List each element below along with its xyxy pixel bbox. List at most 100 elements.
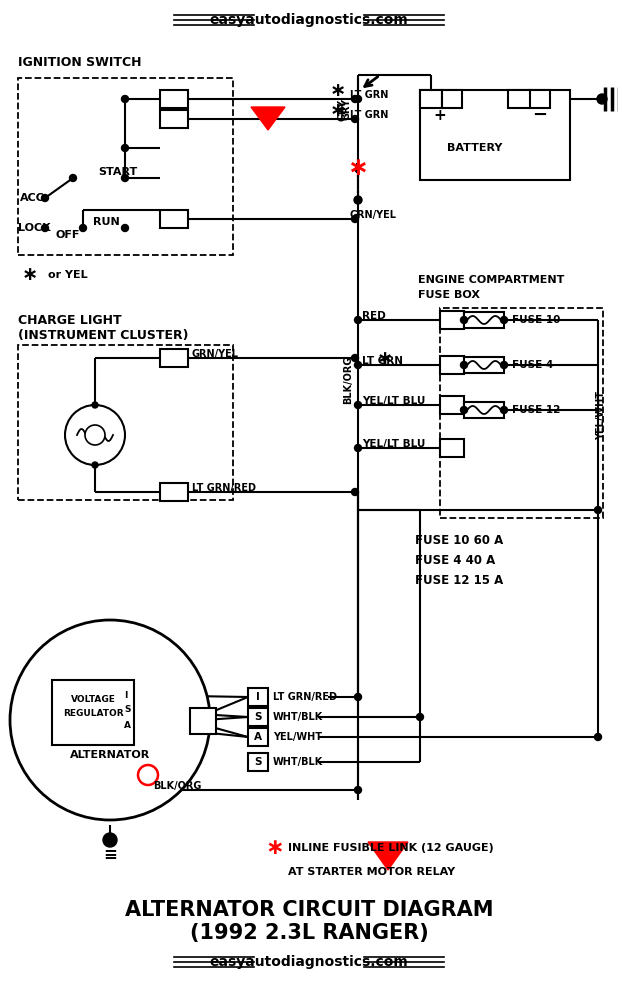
Text: FUSE BOX: FUSE BOX: [418, 290, 480, 300]
Text: +: +: [434, 107, 446, 122]
Bar: [440, 356, 464, 374]
Text: LT GRN/RED: LT GRN/RED: [192, 483, 256, 493]
Text: GRN/YEL: GRN/YEL: [192, 349, 239, 359]
Circle shape: [80, 225, 87, 232]
Bar: [160, 210, 188, 228]
Circle shape: [41, 194, 48, 202]
Bar: [190, 708, 216, 734]
Circle shape: [122, 174, 129, 182]
Text: IGNITION SWITCH: IGNITION SWITCH: [18, 55, 142, 68]
Circle shape: [65, 405, 125, 465]
Circle shape: [92, 402, 98, 408]
Polygon shape: [251, 107, 285, 130]
Text: INLINE FUSIBLE LINK (12 GAUGE): INLINE FUSIBLE LINK (12 GAUGE): [288, 843, 494, 853]
Text: GRY: GRY: [337, 99, 347, 121]
Text: LT GRN: LT GRN: [350, 90, 388, 100]
Bar: [420, 90, 570, 180]
Text: WHT/BLK: WHT/BLK: [273, 757, 323, 767]
Bar: [440, 311, 464, 329]
Text: BLK/ORG: BLK/ORG: [343, 356, 353, 404]
Circle shape: [501, 406, 507, 414]
Circle shape: [355, 96, 362, 103]
Bar: [18, 78, 233, 255]
Text: RED: RED: [362, 311, 386, 321]
Text: FUSE 10: FUSE 10: [512, 315, 561, 325]
Bar: [160, 349, 188, 367]
Text: YEL/LT BLU: YEL/LT BLU: [362, 439, 425, 449]
Text: LOCK: LOCK: [18, 223, 51, 233]
Bar: [440, 439, 464, 457]
Text: ≡: ≡: [103, 846, 117, 864]
Text: BATTERY: BATTERY: [447, 143, 502, 153]
Circle shape: [352, 115, 358, 122]
Text: ∗: ∗: [330, 82, 346, 101]
Circle shape: [417, 714, 423, 720]
Circle shape: [501, 361, 507, 368]
Text: RUN: RUN: [93, 217, 120, 227]
Text: ∗: ∗: [330, 102, 346, 120]
Circle shape: [460, 316, 467, 324]
Text: GRN/YEL: GRN/YEL: [350, 210, 397, 220]
Text: ∗: ∗: [22, 265, 38, 284]
Bar: [18, 345, 233, 500]
Bar: [52, 680, 134, 745]
Circle shape: [460, 361, 467, 368]
Circle shape: [122, 144, 129, 151]
Circle shape: [10, 620, 210, 820]
Bar: [160, 483, 188, 501]
Circle shape: [122, 225, 129, 232]
Text: YEL/LT BLU: YEL/LT BLU: [362, 396, 425, 406]
Bar: [160, 110, 188, 128]
Circle shape: [103, 833, 117, 847]
Circle shape: [122, 96, 129, 103]
Text: ALTERNATOR: ALTERNATOR: [70, 750, 150, 760]
Text: ∗: ∗: [347, 156, 368, 180]
Bar: [248, 753, 268, 771]
Circle shape: [355, 694, 362, 700]
Text: I: I: [256, 692, 260, 702]
Text: (1992 2.3L RANGER): (1992 2.3L RANGER): [190, 923, 428, 943]
Bar: [508, 90, 530, 108]
Bar: [464, 312, 504, 328]
Text: YEL/WHT: YEL/WHT: [596, 390, 606, 440]
Text: REGULATOR: REGULATOR: [62, 708, 124, 718]
Circle shape: [355, 361, 362, 368]
Text: S: S: [124, 706, 130, 714]
Circle shape: [460, 406, 467, 414]
Bar: [248, 688, 268, 706]
Text: LT GRN/RED: LT GRN/RED: [273, 692, 337, 702]
Circle shape: [501, 316, 507, 324]
Text: A: A: [124, 720, 131, 730]
Bar: [442, 90, 462, 108]
Text: A: A: [254, 732, 262, 742]
Text: (INSTRUMENT CLUSTER): (INSTRUMENT CLUSTER): [18, 330, 188, 342]
Text: FUSE 10 60 A: FUSE 10 60 A: [415, 534, 503, 546]
Bar: [528, 90, 550, 108]
Text: LT GRN: LT GRN: [362, 356, 403, 366]
Text: FUSE 4: FUSE 4: [512, 360, 553, 370]
Circle shape: [69, 174, 77, 182]
Text: START: START: [98, 167, 137, 177]
Circle shape: [355, 401, 362, 408]
Text: −: −: [533, 106, 548, 124]
Text: YEL/WHT: YEL/WHT: [273, 732, 322, 742]
Text: S: S: [254, 712, 262, 722]
Text: CHARGE LIGHT: CHARGE LIGHT: [18, 314, 122, 326]
Bar: [248, 708, 268, 726]
Circle shape: [85, 425, 105, 445]
Text: or YEL: or YEL: [48, 270, 88, 280]
Circle shape: [352, 488, 358, 495]
Text: easyautodiagnostics.com: easyautodiagnostics.com: [210, 955, 408, 969]
Text: I: I: [124, 690, 127, 700]
Text: LT GRN: LT GRN: [350, 110, 388, 120]
Circle shape: [355, 444, 362, 452]
Bar: [464, 357, 504, 373]
Text: FUSE 12: FUSE 12: [512, 405, 561, 415]
Text: AT STARTER MOTOR RELAY: AT STARTER MOTOR RELAY: [288, 867, 455, 877]
Text: VOLTAGE: VOLTAGE: [70, 696, 116, 704]
Circle shape: [595, 506, 601, 514]
Text: BLK/ORG: BLK/ORG: [153, 781, 201, 791]
Circle shape: [597, 94, 607, 104]
Text: ALTERNATOR CIRCUIT DIAGRAM: ALTERNATOR CIRCUIT DIAGRAM: [125, 900, 493, 920]
Circle shape: [352, 216, 358, 223]
